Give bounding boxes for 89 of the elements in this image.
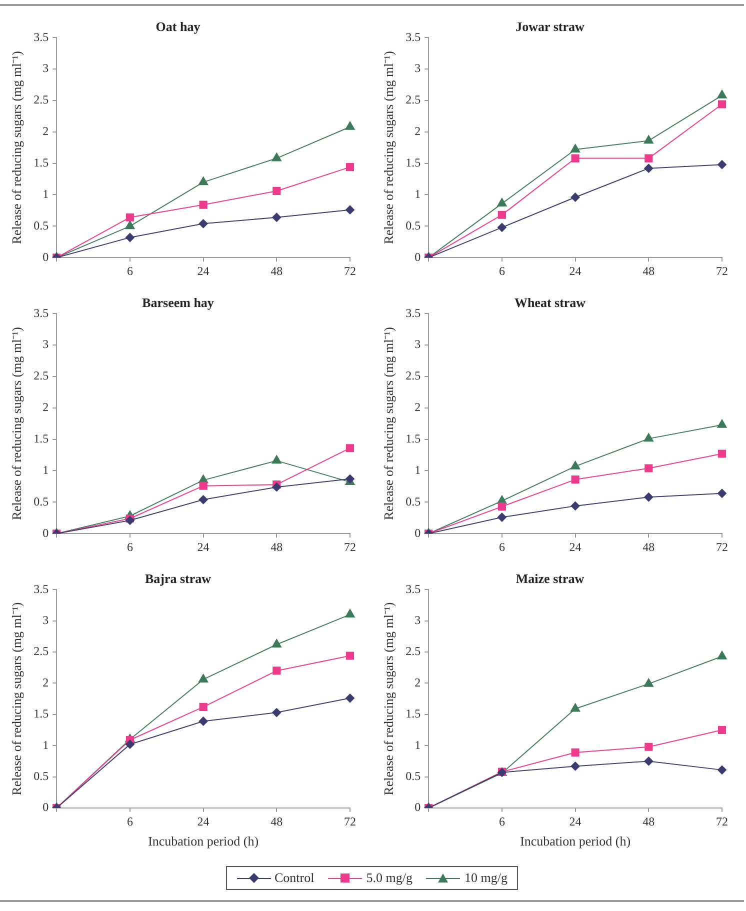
y-tick-label: 3: [42, 61, 49, 76]
y-tick-label: 0: [42, 250, 49, 264]
y-tick-label: 1.5: [406, 706, 421, 721]
chart-title: Wheat straw: [514, 295, 586, 310]
y-tick-label: 1: [42, 186, 49, 201]
x-tick-label: 48: [270, 540, 283, 554]
x-tick-label: 48: [270, 814, 283, 828]
chart-title: Maize straw: [516, 571, 585, 586]
y-tick-label: 0: [414, 800, 421, 814]
x-tick-label: 6: [126, 540, 133, 554]
y-tick-label: 3.5: [406, 30, 421, 44]
y-tick-label: 1: [42, 738, 49, 752]
x-tick-label: 24: [197, 540, 210, 554]
x-tick-label: 72: [716, 814, 728, 828]
x-axis-title: Incubation period (h): [148, 834, 259, 849]
x-tick-label: 48: [270, 264, 283, 278]
y-tick-label: 3: [42, 337, 49, 352]
x-tick-label: 6: [126, 264, 133, 278]
x-tick-label: 24: [569, 540, 582, 554]
y-tick-label: 1.5: [406, 155, 421, 170]
y-tick-label: 2: [42, 124, 49, 138]
y-tick-label: 3: [414, 612, 421, 627]
y-tick-label: 3: [414, 337, 421, 352]
legend-label: 5.0 mg/g: [366, 870, 412, 886]
y-tick-label: 2.5: [406, 92, 421, 107]
x-tick-label: 48: [642, 540, 655, 554]
y-tick-label: 0.5: [406, 768, 421, 783]
y-tick-label: 1.5: [406, 431, 421, 446]
y-tick-label: 0: [42, 526, 49, 540]
y-tick-label: 2: [414, 675, 421, 690]
x-tick-label: 6: [498, 264, 505, 278]
y-tick-label: 0.5: [34, 218, 49, 232]
y-tick-label: 3.5: [406, 582, 421, 596]
y-axis-title: Release of reducing sugars (mg ml⁻¹): [381, 51, 396, 244]
legend-label: 10 mg/g: [464, 870, 508, 886]
legend-label: Control: [274, 870, 314, 886]
y-axis-title: Release of reducing sugars (mg ml⁻¹): [381, 327, 396, 520]
y-tick-label: 1: [414, 738, 421, 752]
y-axis-title: Release of reducing sugars (mg ml⁻¹): [9, 602, 24, 796]
y-axis-title: Release of reducing sugars (mg ml⁻¹): [9, 327, 24, 520]
y-tick-label: 1: [414, 462, 421, 477]
y-tick-label: 3.5: [34, 582, 49, 596]
y-tick-label: 0.5: [34, 494, 49, 508]
y-tick-label: 2.5: [406, 644, 421, 658]
x-tick-label: 24: [197, 264, 210, 278]
x-tick-label: 6: [126, 814, 133, 828]
x-tick-label: 24: [569, 814, 582, 828]
y-tick-label: 0.5: [406, 494, 421, 508]
y-tick-label: 3: [42, 612, 49, 627]
x-tick-label: 72: [344, 264, 356, 278]
chart-title: Barseem hay: [142, 295, 214, 310]
x-tick-label: 24: [197, 814, 210, 828]
y-tick-label: 1.5: [34, 431, 49, 446]
y-axis-title: Release of reducing sugars (mg ml⁻¹): [381, 602, 396, 796]
x-tick-label: 48: [642, 264, 655, 278]
y-tick-label: 0.5: [34, 768, 49, 783]
y-tick-label: 3: [414, 61, 421, 76]
y-tick-label: 0: [42, 800, 49, 814]
y-tick-label: 1.5: [34, 155, 49, 170]
x-tick-label: 72: [344, 540, 356, 554]
y-tick-label: 3.5: [34, 306, 49, 320]
x-tick-label: 48: [642, 814, 655, 828]
y-tick-label: 0: [414, 526, 421, 540]
x-tick-label: 6: [498, 540, 505, 554]
y-tick-label: 1.5: [34, 706, 49, 721]
y-tick-label: 2: [42, 400, 49, 414]
y-axis-title: Release of reducing sugars (mg ml⁻¹): [9, 51, 24, 244]
y-tick-label: 1: [42, 462, 49, 477]
y-tick-label: 0: [414, 250, 421, 264]
chart-title: Bajra straw: [144, 571, 212, 586]
y-tick-label: 2: [414, 400, 421, 414]
y-tick-label: 2.5: [34, 368, 49, 383]
x-tick-label: 72: [716, 264, 728, 278]
x-tick-label: 24: [569, 264, 582, 278]
chart-title: Oat hay: [156, 19, 201, 34]
x-tick-label: 6: [498, 814, 505, 828]
y-tick-label: 1: [414, 186, 421, 201]
x-tick-label: 72: [716, 540, 728, 554]
y-tick-label: 2.5: [34, 644, 49, 658]
x-tick-label: 72: [344, 814, 356, 828]
y-tick-label: 0.5: [406, 218, 421, 232]
y-tick-label: 2.5: [406, 368, 421, 383]
y-tick-label: 2.5: [34, 92, 49, 107]
y-tick-label: 2: [42, 675, 49, 690]
y-tick-label: 3.5: [406, 306, 421, 320]
x-axis-title: Incubation period (h): [520, 834, 631, 849]
y-tick-label: 3.5: [34, 30, 49, 44]
y-tick-label: 2: [414, 124, 421, 138]
chart-title: Jowar straw: [516, 19, 585, 34]
